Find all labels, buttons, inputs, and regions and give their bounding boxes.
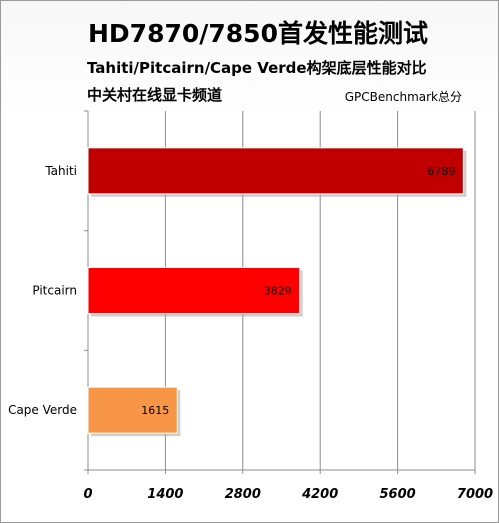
data-label: 3829	[264, 285, 292, 298]
bar	[87, 386, 178, 434]
category-label: Cape Verde	[8, 403, 77, 417]
chart-source: 中关村在线显卡频道	[87, 86, 223, 104]
category-label: Tahiti	[44, 164, 77, 178]
x-tick-label: 7000	[457, 487, 493, 502]
x-tick-label: 5600	[380, 487, 416, 502]
category-label: Pitcairn	[32, 284, 77, 298]
bar	[87, 147, 464, 195]
chart-subtitle: Tahiti/Pitcairn/Cape Verde构架底层性能对比	[87, 59, 427, 77]
data-label: 1615	[141, 404, 169, 417]
x-tick-label: 1400	[147, 487, 183, 502]
bar	[87, 267, 301, 314]
data-label: 6789	[427, 165, 455, 178]
chart-title: HD7870/7850首发性能测试	[88, 19, 428, 48]
x-tick-label: 2800	[225, 487, 261, 502]
x-tick-label: 4200	[301, 487, 338, 502]
chart-unit-label: GPCBenchmark总分	[344, 90, 462, 104]
x-tick-label: 0	[83, 487, 92, 502]
